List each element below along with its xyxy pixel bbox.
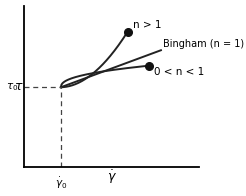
- Text: $\tau_0$: $\tau_0$: [6, 81, 18, 93]
- Text: Bingham (n = 1): Bingham (n = 1): [163, 39, 244, 49]
- X-axis label: $\dot{\gamma}$: $\dot{\gamma}$: [107, 169, 117, 186]
- Text: $\dot{\gamma}_0$: $\dot{\gamma}_0$: [55, 176, 67, 191]
- Text: 0 < n < 1: 0 < n < 1: [154, 67, 204, 77]
- Y-axis label: $\tau$: $\tau$: [14, 80, 24, 93]
- Text: n > 1: n > 1: [133, 20, 161, 30]
